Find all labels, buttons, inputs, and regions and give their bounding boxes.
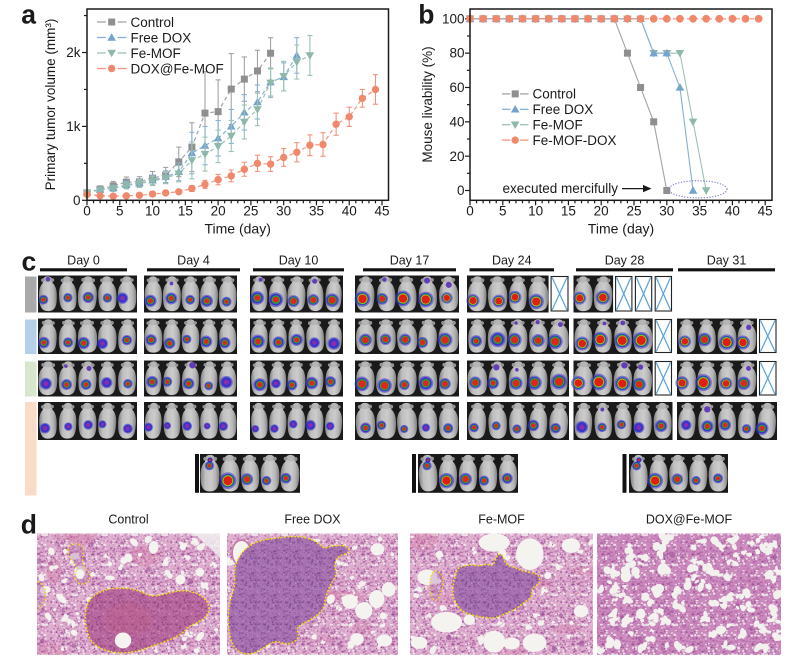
svg-text:Control: Control <box>108 513 148 527</box>
svg-text:Day 0: Day 0 <box>67 254 100 268</box>
svg-text:executed mercifully: executed mercifully <box>502 181 618 196</box>
svg-text:DOX@Fe-MOF: DOX@Fe-MOF <box>131 61 224 76</box>
svg-text:2k: 2k <box>66 45 81 60</box>
svg-text:10: 10 <box>145 204 160 219</box>
svg-text:10: 10 <box>528 204 543 219</box>
svg-text:Time (day): Time (day) <box>588 221 654 237</box>
svg-text:15: 15 <box>561 204 576 219</box>
svg-text:40: 40 <box>342 204 357 219</box>
svg-text:a: a <box>21 0 36 30</box>
svg-text:c: c <box>22 247 37 277</box>
svg-text:Fe-MOF-DOX: Fe-MOF-DOX <box>533 133 617 148</box>
svg-text:0: 0 <box>466 204 474 219</box>
svg-text:Day 31: Day 31 <box>707 254 747 268</box>
svg-text:0: 0 <box>457 183 465 198</box>
svg-text:45: 45 <box>758 204 773 219</box>
svg-text:Fe-MOF: Fe-MOF <box>533 118 583 133</box>
svg-text:0: 0 <box>73 193 81 208</box>
svg-text:40: 40 <box>449 114 464 129</box>
svg-text:30: 30 <box>276 204 291 219</box>
svg-text:Free DOX: Free DOX <box>533 102 594 117</box>
svg-text:5: 5 <box>499 204 507 219</box>
svg-text:35: 35 <box>692 204 707 219</box>
svg-text:30: 30 <box>659 204 674 219</box>
svg-text:20: 20 <box>449 149 464 164</box>
svg-text:Day 4: Day 4 <box>177 254 210 268</box>
svg-text:Mouse livability (%): Mouse livability (%) <box>420 46 435 162</box>
svg-text:Day 28: Day 28 <box>605 254 645 268</box>
svg-text:80: 80 <box>449 46 464 61</box>
svg-text:Fe-MOF: Fe-MOF <box>131 46 181 61</box>
svg-text:Time (day): Time (day) <box>205 221 271 237</box>
svg-text:Primary tumor volume (mm³): Primary tumor volume (mm³) <box>43 19 58 191</box>
svg-text:b: b <box>418 0 434 30</box>
svg-text:25: 25 <box>626 204 641 219</box>
svg-text:45: 45 <box>375 204 390 219</box>
svg-text:Control: Control <box>131 15 175 30</box>
svg-text:20: 20 <box>211 204 226 219</box>
svg-text:25: 25 <box>243 204 258 219</box>
svg-text:Day 10: Day 10 <box>279 254 319 268</box>
svg-text:Fe-MOF: Fe-MOF <box>478 513 525 527</box>
svg-text:DOX@Fe-MOF: DOX@Fe-MOF <box>646 513 733 527</box>
svg-text:40: 40 <box>725 204 740 219</box>
svg-text:15: 15 <box>178 204 193 219</box>
svg-text:60: 60 <box>449 80 464 95</box>
svg-text:Free DOX: Free DOX <box>284 513 341 527</box>
svg-text:0: 0 <box>83 204 91 219</box>
svg-text:Free DOX: Free DOX <box>131 30 192 45</box>
svg-text:Control: Control <box>533 87 577 102</box>
svg-text:5: 5 <box>116 204 124 219</box>
svg-text:Day 17: Day 17 <box>390 254 430 268</box>
svg-text:35: 35 <box>309 204 324 219</box>
svg-text:20: 20 <box>594 204 609 219</box>
svg-text:d: d <box>21 510 37 540</box>
svg-text:100: 100 <box>442 11 465 26</box>
svg-text:Day 24: Day 24 <box>492 254 532 268</box>
svg-text:1k: 1k <box>66 119 81 134</box>
